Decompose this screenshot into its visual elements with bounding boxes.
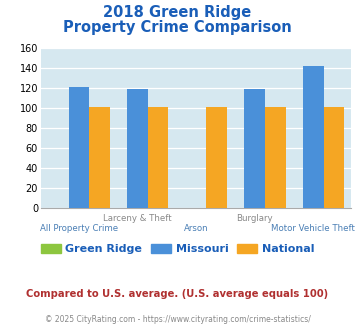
Bar xyxy=(303,66,324,208)
Bar xyxy=(127,89,148,208)
Bar xyxy=(89,107,110,208)
Text: Arson: Arson xyxy=(184,224,208,233)
Bar xyxy=(245,89,265,208)
Text: © 2025 CityRating.com - https://www.cityrating.com/crime-statistics/: © 2025 CityRating.com - https://www.city… xyxy=(45,315,310,324)
Legend: Green Ridge, Missouri, National: Green Ridge, Missouri, National xyxy=(37,239,318,258)
Text: All Property Crime: All Property Crime xyxy=(40,224,118,233)
Bar xyxy=(324,107,344,208)
Text: Property Crime Comparison: Property Crime Comparison xyxy=(63,20,292,35)
Bar xyxy=(206,107,227,208)
Bar xyxy=(69,87,89,208)
Text: Compared to U.S. average. (U.S. average equals 100): Compared to U.S. average. (U.S. average … xyxy=(26,289,329,299)
Text: 2018 Green Ridge: 2018 Green Ridge xyxy=(103,5,252,20)
Bar xyxy=(265,107,285,208)
Bar xyxy=(148,107,168,208)
Text: Burglary: Burglary xyxy=(236,214,273,223)
Text: Motor Vehicle Theft: Motor Vehicle Theft xyxy=(272,224,355,233)
Text: Larceny & Theft: Larceny & Theft xyxy=(103,214,172,223)
